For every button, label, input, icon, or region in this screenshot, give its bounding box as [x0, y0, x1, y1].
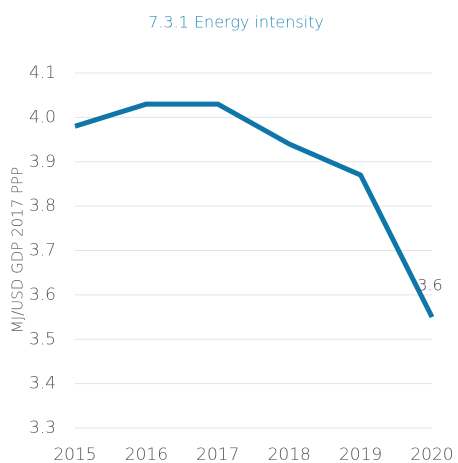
x-tick-label: 2017: [196, 445, 239, 463]
y-tick-label: 3.3: [29, 418, 56, 438]
y-tick-label: 3.7: [29, 241, 56, 261]
y-tick-label: 3.4: [29, 374, 56, 394]
x-tick-label: 2016: [125, 445, 168, 463]
x-tick-label: 2020: [410, 445, 453, 463]
x-tick-label: 2018: [268, 445, 311, 463]
data-label: 3.6: [417, 276, 442, 295]
y-tick-label: 3.6: [29, 285, 56, 305]
y-tick-label: 4.0: [29, 107, 56, 127]
chart-title: 7.3.1 Energy intensity: [148, 13, 324, 32]
x-tick-label: 2015: [53, 445, 96, 463]
x-tick-label: 2019: [339, 445, 382, 463]
y-tick-label: 3.5: [29, 329, 56, 349]
line: [74, 101, 435, 319]
y-tick-label: 3.9: [29, 152, 56, 172]
y-tick-label: 3.8: [29, 196, 56, 216]
y-axis-label: MJ/USD GDP 2017 PPP: [9, 167, 27, 333]
y-tick-label: 4.1: [29, 63, 56, 83]
